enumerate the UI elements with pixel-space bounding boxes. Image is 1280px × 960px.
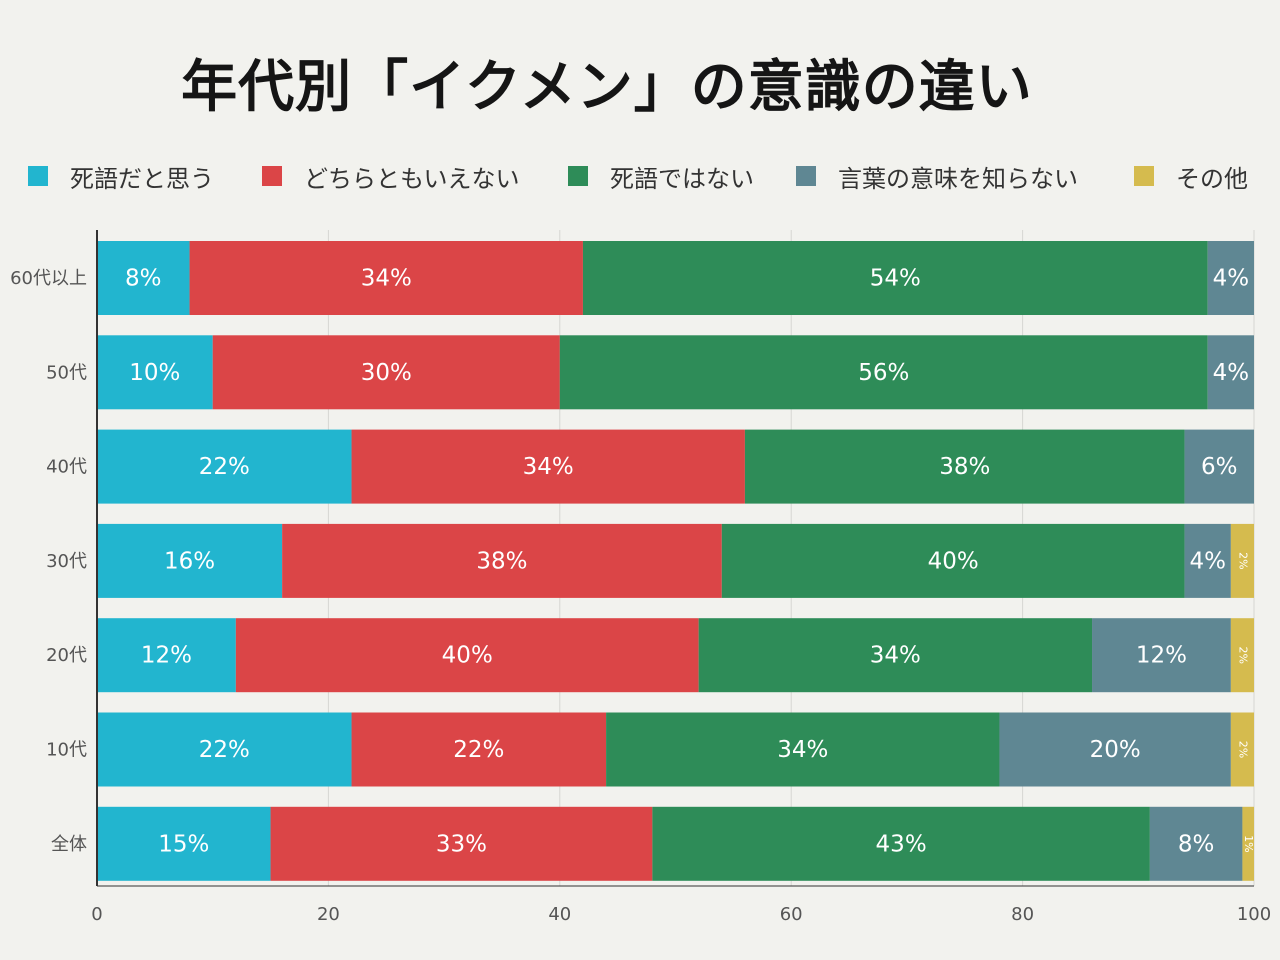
- legend-item-shiranai: 言葉の意味を知らない: [796, 158, 1078, 194]
- category-label-6: 全体: [51, 834, 87, 855]
- data-label-2-0: 22%: [199, 454, 250, 480]
- data-label-6-2: 43%: [876, 831, 927, 857]
- category-label-2: 40代: [46, 457, 87, 478]
- chart-title: 年代別「イクメン」の意識の違い: [181, 55, 1033, 120]
- x-tick-label-100: 100: [1237, 904, 1271, 925]
- category-label-1: 50代: [46, 362, 87, 383]
- category-label-5: 10代: [46, 740, 87, 761]
- legend-item-shigo-dehanai: 死語ではない: [568, 158, 754, 194]
- data-label-0-3: 4%: [1213, 266, 1250, 292]
- data-label-0-0: 8%: [125, 266, 162, 292]
- bar-segment-0-0: [97, 241, 190, 315]
- legend-swatch-shiranai: [796, 166, 816, 186]
- bar-segment-6-0: [97, 806, 271, 881]
- bar-segment-4-3: [1092, 618, 1231, 693]
- bar-segment-2-0: [97, 429, 352, 504]
- bar-segment-5-0: [97, 712, 352, 787]
- data-label-2-1: 34%: [523, 454, 574, 480]
- data-label-5-3: 20%: [1090, 737, 1141, 763]
- bar-segment-5-3: [999, 712, 1231, 787]
- bar-segment-4-2: [698, 618, 1093, 693]
- bar-segment-2-3: [1184, 429, 1254, 504]
- legend-label-sonota: その他: [1176, 164, 1248, 193]
- data-label-2-3: 6%: [1201, 454, 1238, 480]
- x-tick-label-40: 40: [548, 904, 571, 925]
- bar-segment-4-4: [1230, 618, 1254, 693]
- data-label-3-1: 38%: [476, 548, 527, 574]
- legend-label-dochira: どちらともいえない: [304, 164, 520, 193]
- bar-segment-2-2: [744, 429, 1185, 504]
- data-label-1-1: 30%: [361, 360, 412, 386]
- bar-segment-5-1: [351, 712, 607, 787]
- x-tick-label-80: 80: [1011, 904, 1034, 925]
- data-label-1-3: 4%: [1213, 360, 1250, 386]
- bar-segment-0-3: [1207, 241, 1254, 315]
- data-label-4-0: 12%: [141, 643, 192, 669]
- data-label-1-2: 56%: [858, 360, 909, 386]
- bar-segment-6-4: [1242, 806, 1254, 881]
- category-label-3: 30代: [46, 551, 87, 572]
- bar-segment-6-3: [1149, 806, 1243, 881]
- legend-swatch-sonota: [1134, 166, 1154, 186]
- category-label-4: 20代: [46, 645, 87, 666]
- legend-swatch-shigo: [28, 166, 48, 186]
- data-label-6-3: 8%: [1178, 831, 1215, 857]
- data-label-5-0: 22%: [199, 737, 250, 763]
- data-label-0-1: 34%: [361, 266, 412, 292]
- legend-swatch-shigo-dehanai: [568, 166, 588, 186]
- legend-label-shigo-dehanai: 死語ではない: [610, 164, 754, 193]
- bar-segment-4-0: [97, 618, 236, 693]
- data-label-4-2: 34%: [870, 643, 921, 669]
- bar-segment-3-1: [282, 523, 722, 598]
- data-label-4-4: 2%: [1236, 646, 1249, 663]
- data-label-6-4: 1%: [1242, 835, 1255, 852]
- bar-segment-0-1: [189, 241, 583, 315]
- bar-segment-3-4: [1230, 523, 1254, 598]
- legend-item-shigo: 死語だと思う: [28, 158, 214, 194]
- data-label-6-0: 15%: [158, 831, 209, 857]
- bar-segment-3-3: [1184, 523, 1231, 598]
- legend-label-shiranai: 言葉の意味を知らない: [838, 164, 1078, 193]
- legend-item-dochira: どちらともいえない: [262, 158, 520, 194]
- x-tick-label-60: 60: [780, 904, 803, 925]
- legend-swatch-dochira: [262, 166, 282, 186]
- data-label-3-4: 2%: [1236, 552, 1249, 569]
- data-label-3-0: 16%: [164, 548, 215, 574]
- x-tick-label-20: 20: [317, 904, 340, 925]
- bar-segment-5-2: [606, 712, 1000, 787]
- data-label-3-3: 4%: [1189, 548, 1226, 574]
- data-label-2-2: 38%: [939, 454, 990, 480]
- bar-segment-3-0: [97, 523, 283, 598]
- bar-segment-1-1: [212, 335, 560, 410]
- bar-segment-6-1: [270, 806, 653, 881]
- category-label-0: 60代以上: [10, 268, 87, 289]
- data-label-6-1: 33%: [436, 831, 487, 857]
- data-label-5-2: 34%: [777, 737, 828, 763]
- legend-item-sonota: その他: [1134, 158, 1248, 194]
- data-label-5-4: 2%: [1236, 741, 1249, 758]
- data-label-4-1: 40%: [442, 643, 493, 669]
- bar-segment-6-2: [652, 806, 1150, 881]
- bar-segment-3-2: [721, 523, 1185, 598]
- bar-segment-2-1: [351, 429, 745, 504]
- bar-segment-1-2: [559, 335, 1208, 410]
- bar-segment-1-0: [97, 335, 213, 410]
- data-label-0-2: 54%: [870, 266, 921, 292]
- legend: 死語だと思う どちらともいえない 死語ではない 言葉の意味を知らない その他: [28, 158, 1268, 194]
- data-label-3-2: 40%: [928, 548, 979, 574]
- legend-label-shigo: 死語だと思う: [70, 164, 214, 193]
- data-label-1-0: 10%: [129, 360, 180, 386]
- bar-segment-0-2: [582, 241, 1208, 315]
- data-label-4-3: 12%: [1136, 643, 1187, 669]
- data-label-5-1: 22%: [453, 737, 504, 763]
- bar-segment-4-1: [235, 618, 699, 693]
- bar-segment-1-3: [1207, 335, 1254, 410]
- x-tick-label-0: 0: [91, 904, 102, 925]
- bar-segment-5-4: [1230, 712, 1254, 787]
